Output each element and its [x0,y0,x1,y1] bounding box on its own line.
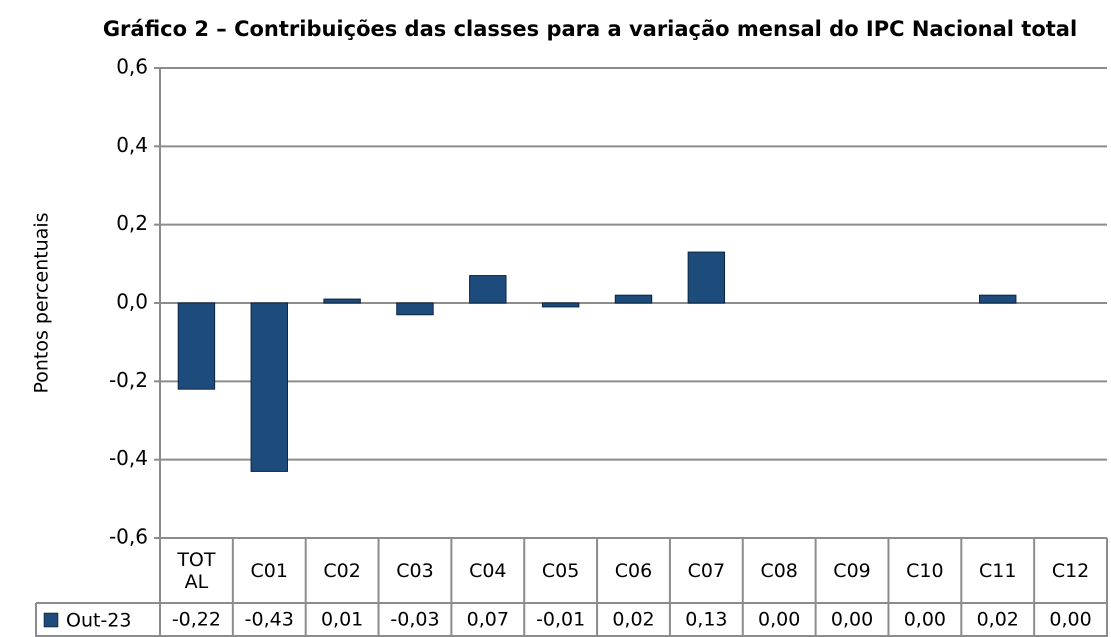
category-wrap: C11 [974,538,1022,603]
value-label: 0,00 [1049,609,1091,631]
value-label: 0,02 [977,609,1019,631]
category-wrap: C12 [1047,538,1095,603]
category-wrap: C01 [245,538,293,603]
x-tick-label: C11 [978,559,1017,582]
category-wrap: C07 [682,538,730,603]
category-wrap: C06 [610,538,658,603]
x-tick-label: C07 [687,559,726,582]
x-tick-label: C05 [541,559,580,582]
value-label: 0,00 [831,609,873,631]
category-cell: C01 [245,538,293,603]
category-cell: C03 [391,538,439,603]
x-tick-label: TOTAL [177,548,216,593]
category-cell: C06 [610,538,658,603]
value-label: 0,00 [758,609,800,631]
bar [396,302,434,316]
y-tick-label: 0,4 [116,133,148,157]
value-label: 0,07 [467,609,509,631]
chart-title: Gráfico 2 – Contribuições das classes pa… [103,17,1077,41]
category-wrap: TOTAL [172,538,220,603]
x-tick-label: C04 [469,559,507,582]
x-tick-label: C03 [396,559,434,582]
y-axis-label: Pontos percentuais [31,212,53,393]
y-tick-label: 0,2 [116,211,148,235]
category-cell: C10 [901,538,949,603]
value-label: -0,22 [172,609,221,631]
value-label: 0,02 [612,609,654,631]
value-label: 0,00 [904,609,946,631]
bar [541,302,580,308]
x-tick-label: C09 [833,559,871,582]
x-tick-label: C02 [323,559,361,582]
legend-label: Out-23 [66,610,131,632]
y-tick-label: -0,2 [109,368,148,392]
x-tick-label: C10 [906,559,944,582]
bar [687,251,726,304]
y-tick-label: 0,6 [116,55,148,79]
bar [323,298,361,304]
bar [614,294,653,304]
category-cell: C11 [974,538,1022,603]
category-cell: TOTAL [172,538,220,603]
x-tick-label: C06 [614,559,653,582]
bar [469,275,507,304]
value-label: 0,01 [321,609,363,631]
category-cell: C02 [318,538,366,603]
legend-swatch [43,612,59,628]
y-tick-label: 0,0 [116,290,148,314]
category-wrap: C10 [901,538,949,603]
y-tick-label: -0,6 [109,525,148,549]
category-wrap: C03 [391,538,439,603]
category-wrap: C02 [318,538,366,603]
category-wrap: C09 [828,538,876,603]
category-cell: C12 [1047,538,1095,603]
y-tick-label: -0,4 [109,446,148,470]
category-wrap: C04 [464,538,512,603]
x-tick-label: C08 [760,559,798,582]
category-wrap: C05 [537,538,585,603]
bar [979,294,1017,304]
category-wrap: C08 [755,538,803,603]
value-label: -0,03 [390,609,439,631]
value-label: -0,43 [245,609,294,631]
value-label: -0,01 [536,609,585,631]
x-tick-label: C12 [1051,559,1090,582]
bar [177,302,216,390]
category-cell: C04 [464,538,512,603]
category-cell: C09 [828,538,876,603]
x-tick-label: C01 [250,559,288,582]
category-cell: C07 [682,538,730,603]
category-cell: C08 [755,538,803,603]
category-cell: C05 [537,538,585,603]
value-label: 0,13 [685,609,727,631]
bar [250,302,288,472]
